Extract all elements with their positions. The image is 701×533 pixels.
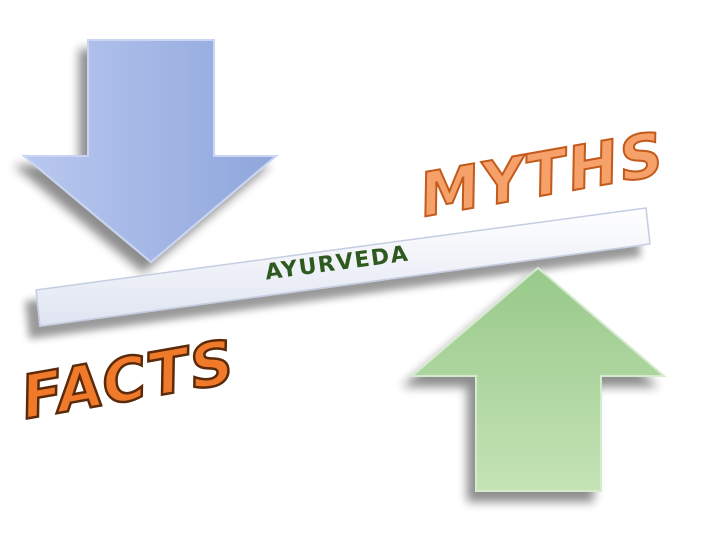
arrow-up-icon: [409, 266, 667, 492]
balance-beam: [35, 207, 651, 327]
arrow-down-icon: [21, 39, 279, 264]
facts-word: FACTS: [16, 327, 241, 433]
